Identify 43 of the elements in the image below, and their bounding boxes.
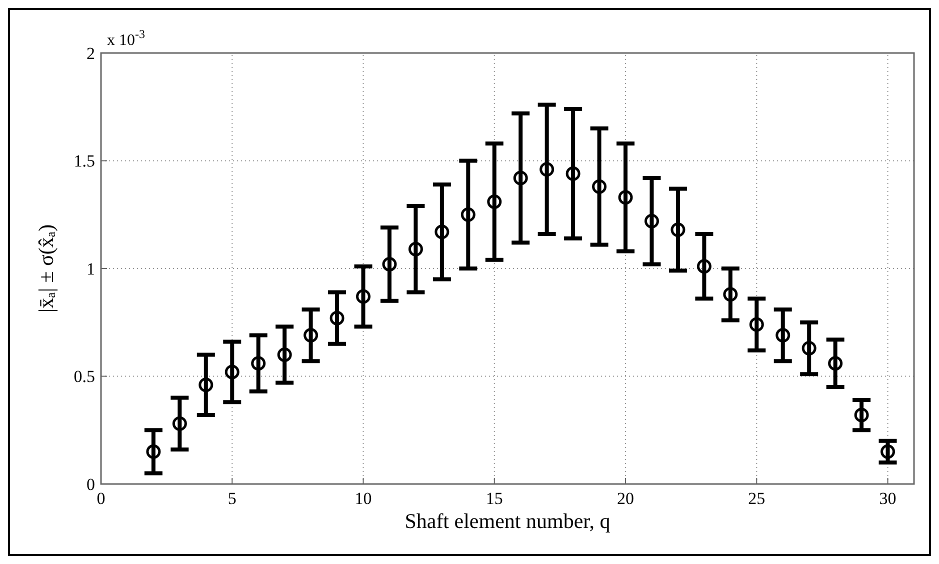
point [802,340,816,356]
point [696,259,712,274]
point [408,242,423,256]
point [880,444,896,459]
point [356,289,371,304]
point [251,356,266,371]
y-tick-label: 2 [86,44,95,63]
point [460,207,476,222]
point [277,347,292,362]
x-tick-label: 30 [879,489,896,508]
point [172,416,187,431]
point [776,328,790,343]
y-tick-label: 1.5 [74,152,95,171]
point [749,317,764,332]
point [434,224,450,240]
x-tick-label: 10 [354,489,372,508]
x-tick-label: 5 [228,489,236,508]
point [330,310,344,326]
point [723,287,738,302]
x-tick-label: 15 [486,489,503,508]
point [540,162,554,177]
x-tick-label: 25 [748,489,766,508]
x-axis-title: Shaft element number, q [404,509,611,533]
point [644,214,659,228]
point [828,356,843,371]
text: x 10$^{-3}$ [107,27,145,49]
point [513,170,528,186]
point [382,256,397,272]
x-tick-label: 20 [617,489,634,508]
point [146,444,161,459]
point [854,408,869,422]
y-tick-label: 0 [86,474,95,494]
y-tick-label: 0.5 [74,367,95,386]
point [670,222,686,237]
point [592,179,607,194]
y-tick-label: 1 [86,259,95,278]
point [304,328,318,343]
point [224,364,240,380]
point [198,378,214,392]
point [566,166,580,181]
point [487,194,502,209]
point [618,190,633,205]
y-axis-title: |x̄ₐ| ± σ(x̂ₐ) [34,224,58,313]
